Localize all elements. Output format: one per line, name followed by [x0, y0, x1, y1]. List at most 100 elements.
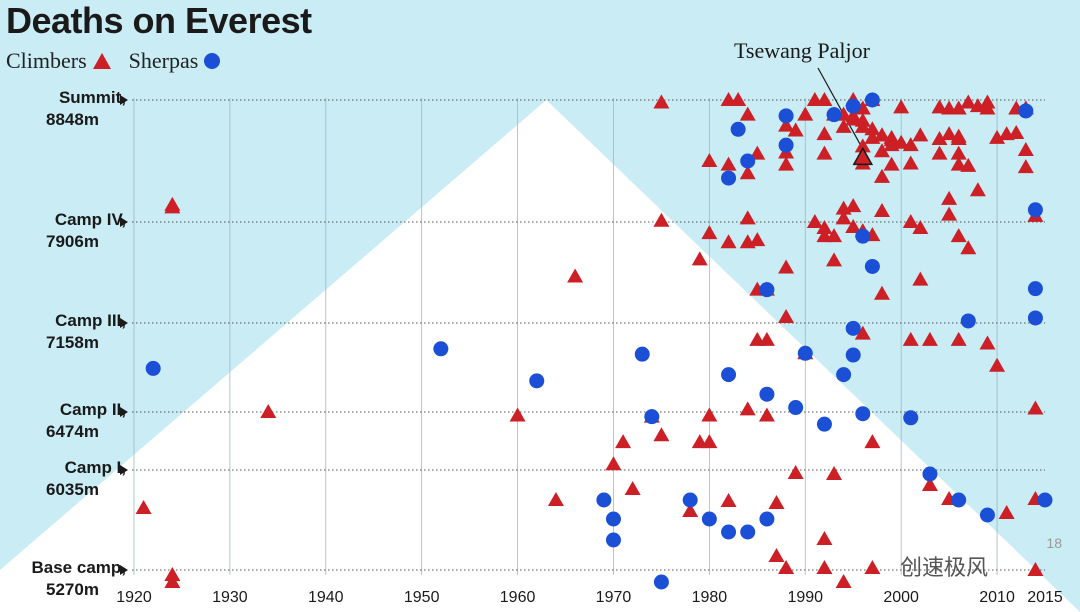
sherpa-death-point	[922, 466, 938, 482]
climber-death-point	[758, 331, 775, 346]
climber-death-point	[960, 157, 977, 172]
x-tick-label: 1950	[404, 589, 440, 606]
sherpa-death-point	[721, 524, 737, 540]
climber-death-point	[854, 325, 871, 340]
watermark-text: 创速极风	[900, 555, 989, 580]
climber-death-point	[845, 219, 862, 234]
climber-death-point	[749, 232, 766, 247]
legend-climbers-label: Climbers	[6, 48, 87, 73]
x-tick-label: 1940	[308, 589, 344, 606]
climber-death-point	[835, 574, 852, 588]
climber-death-point	[893, 134, 910, 149]
climber-death-point	[998, 505, 1015, 519]
sherpa-death-point	[845, 98, 861, 114]
x-tick-label: 1960	[500, 589, 536, 606]
climber-death-point	[979, 335, 996, 350]
climber-death-point	[931, 131, 948, 146]
sherpa-death-point	[855, 228, 871, 244]
climber-death-point	[653, 212, 670, 227]
climber-death-point	[701, 153, 718, 167]
climber-death-point	[893, 99, 910, 114]
climber-death-point	[135, 500, 152, 514]
sherpa-death-point	[816, 416, 832, 432]
climber-death-point	[816, 145, 833, 160]
climber-death-point	[941, 126, 958, 141]
climber-death-point	[701, 407, 718, 422]
climber-death-point	[950, 145, 967, 160]
camp-name: Camp II,	[59, 400, 126, 419]
camp-level-lines	[120, 95, 1045, 575]
x-tick-label: 1930	[212, 589, 248, 606]
climber-death-point	[960, 94, 977, 109]
climber-death-point	[902, 214, 919, 228]
x-tick-label: 1990	[787, 589, 823, 606]
level-arrow-icon	[120, 217, 128, 227]
climber-death-point	[845, 198, 862, 213]
climber-death-point	[989, 357, 1006, 372]
climber-death-point	[701, 225, 718, 240]
climber-death-point	[873, 285, 890, 300]
climber-death-point	[624, 481, 641, 495]
sherpa-death-point	[759, 511, 775, 527]
camp-label: Camp IV, 7906m	[6, 209, 134, 253]
sherpa-death-point	[1037, 492, 1053, 508]
annotation-leader-line	[817, 67, 863, 148]
camp-altitude: 7906m	[46, 232, 99, 251]
x-tick-label: 2000	[883, 589, 919, 606]
climber-death-point	[902, 155, 919, 170]
climber-death-point	[912, 271, 929, 286]
climber-death-point	[921, 331, 938, 346]
camp-name: Camp IV,	[54, 210, 126, 229]
climber-death-point	[778, 560, 795, 574]
climber-death-point	[1027, 562, 1044, 576]
sherpa-death-point	[788, 400, 804, 416]
camp-altitude: 7158m	[46, 333, 99, 352]
x-axis-ticks: 1920 1930 1940 1950 1960 1970 1980 1990 2000 2010…	[116, 589, 1063, 606]
climber-death-point	[835, 118, 852, 133]
x-tick-label: 1920	[116, 589, 152, 606]
climber-death-point	[950, 156, 967, 171]
climber-death-point	[768, 548, 785, 562]
level-arrow-icon	[120, 465, 128, 475]
sherpa-death-point	[979, 507, 995, 523]
legend-sherpas-label: Sherpas	[128, 48, 199, 73]
climber-death-point	[778, 259, 795, 274]
sherpa-death-point	[605, 511, 621, 527]
page-number: 18	[1046, 535, 1062, 551]
climber-death-point	[682, 503, 699, 517]
level-arrow-icon	[120, 565, 128, 575]
x-tick-label: 1970	[596, 589, 632, 606]
legend-circle-icon	[204, 53, 221, 69]
climber-death-point	[778, 156, 795, 171]
climber-death-point	[1017, 142, 1034, 157]
climber-death-point	[164, 196, 181, 211]
sherpa-death-point	[433, 341, 449, 357]
sherpa-death-point	[721, 170, 737, 186]
sherpa-death-point	[864, 258, 880, 274]
climber-death-point	[835, 210, 852, 225]
climber-death-point	[941, 206, 958, 221]
camp-label: Base camp, 5270m	[6, 557, 134, 601]
climber-death-point	[739, 401, 756, 416]
climber-death-point	[1008, 124, 1025, 139]
x-tick-label: 1980	[692, 589, 728, 606]
legend-triangle-icon	[92, 53, 111, 69]
sherpa-death-point	[960, 313, 976, 329]
climber-death-point	[960, 240, 977, 255]
climber-death-point	[826, 466, 843, 480]
climber-death-point	[787, 465, 804, 479]
climber-death-point	[260, 404, 277, 418]
climber-death-point	[806, 214, 823, 228]
x-tick-label: 2010	[979, 589, 1015, 606]
camp-label: Camp I, 6035m	[6, 457, 134, 501]
climber-death-point	[883, 156, 900, 171]
level-arrow-icon	[120, 407, 128, 417]
sherpa-death-point	[730, 121, 746, 137]
climber-death-point	[902, 331, 919, 346]
level-arrow-icon	[120, 95, 128, 105]
climber-death-point	[950, 128, 967, 143]
climber-death-point	[873, 143, 890, 158]
sherpa-death-point	[596, 492, 612, 508]
sherpa-death-point	[1027, 202, 1043, 218]
